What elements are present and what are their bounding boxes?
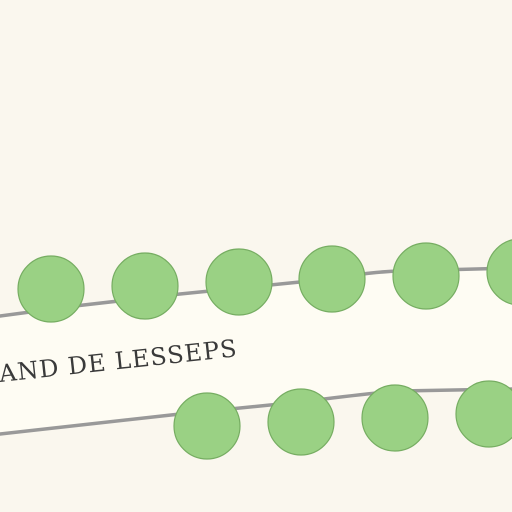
tree-icon bbox=[111, 252, 179, 320]
tree-icon bbox=[298, 245, 366, 313]
tree-icon bbox=[17, 255, 85, 323]
tree-icon bbox=[486, 239, 512, 305]
tree-icon bbox=[173, 392, 241, 460]
trees-north bbox=[17, 239, 512, 323]
tree-icon bbox=[455, 380, 512, 448]
trees-south bbox=[173, 380, 512, 460]
tree-icon bbox=[205, 248, 273, 316]
tree-icon bbox=[392, 242, 460, 310]
tree-icon bbox=[361, 384, 429, 452]
tree-icon bbox=[267, 388, 335, 456]
